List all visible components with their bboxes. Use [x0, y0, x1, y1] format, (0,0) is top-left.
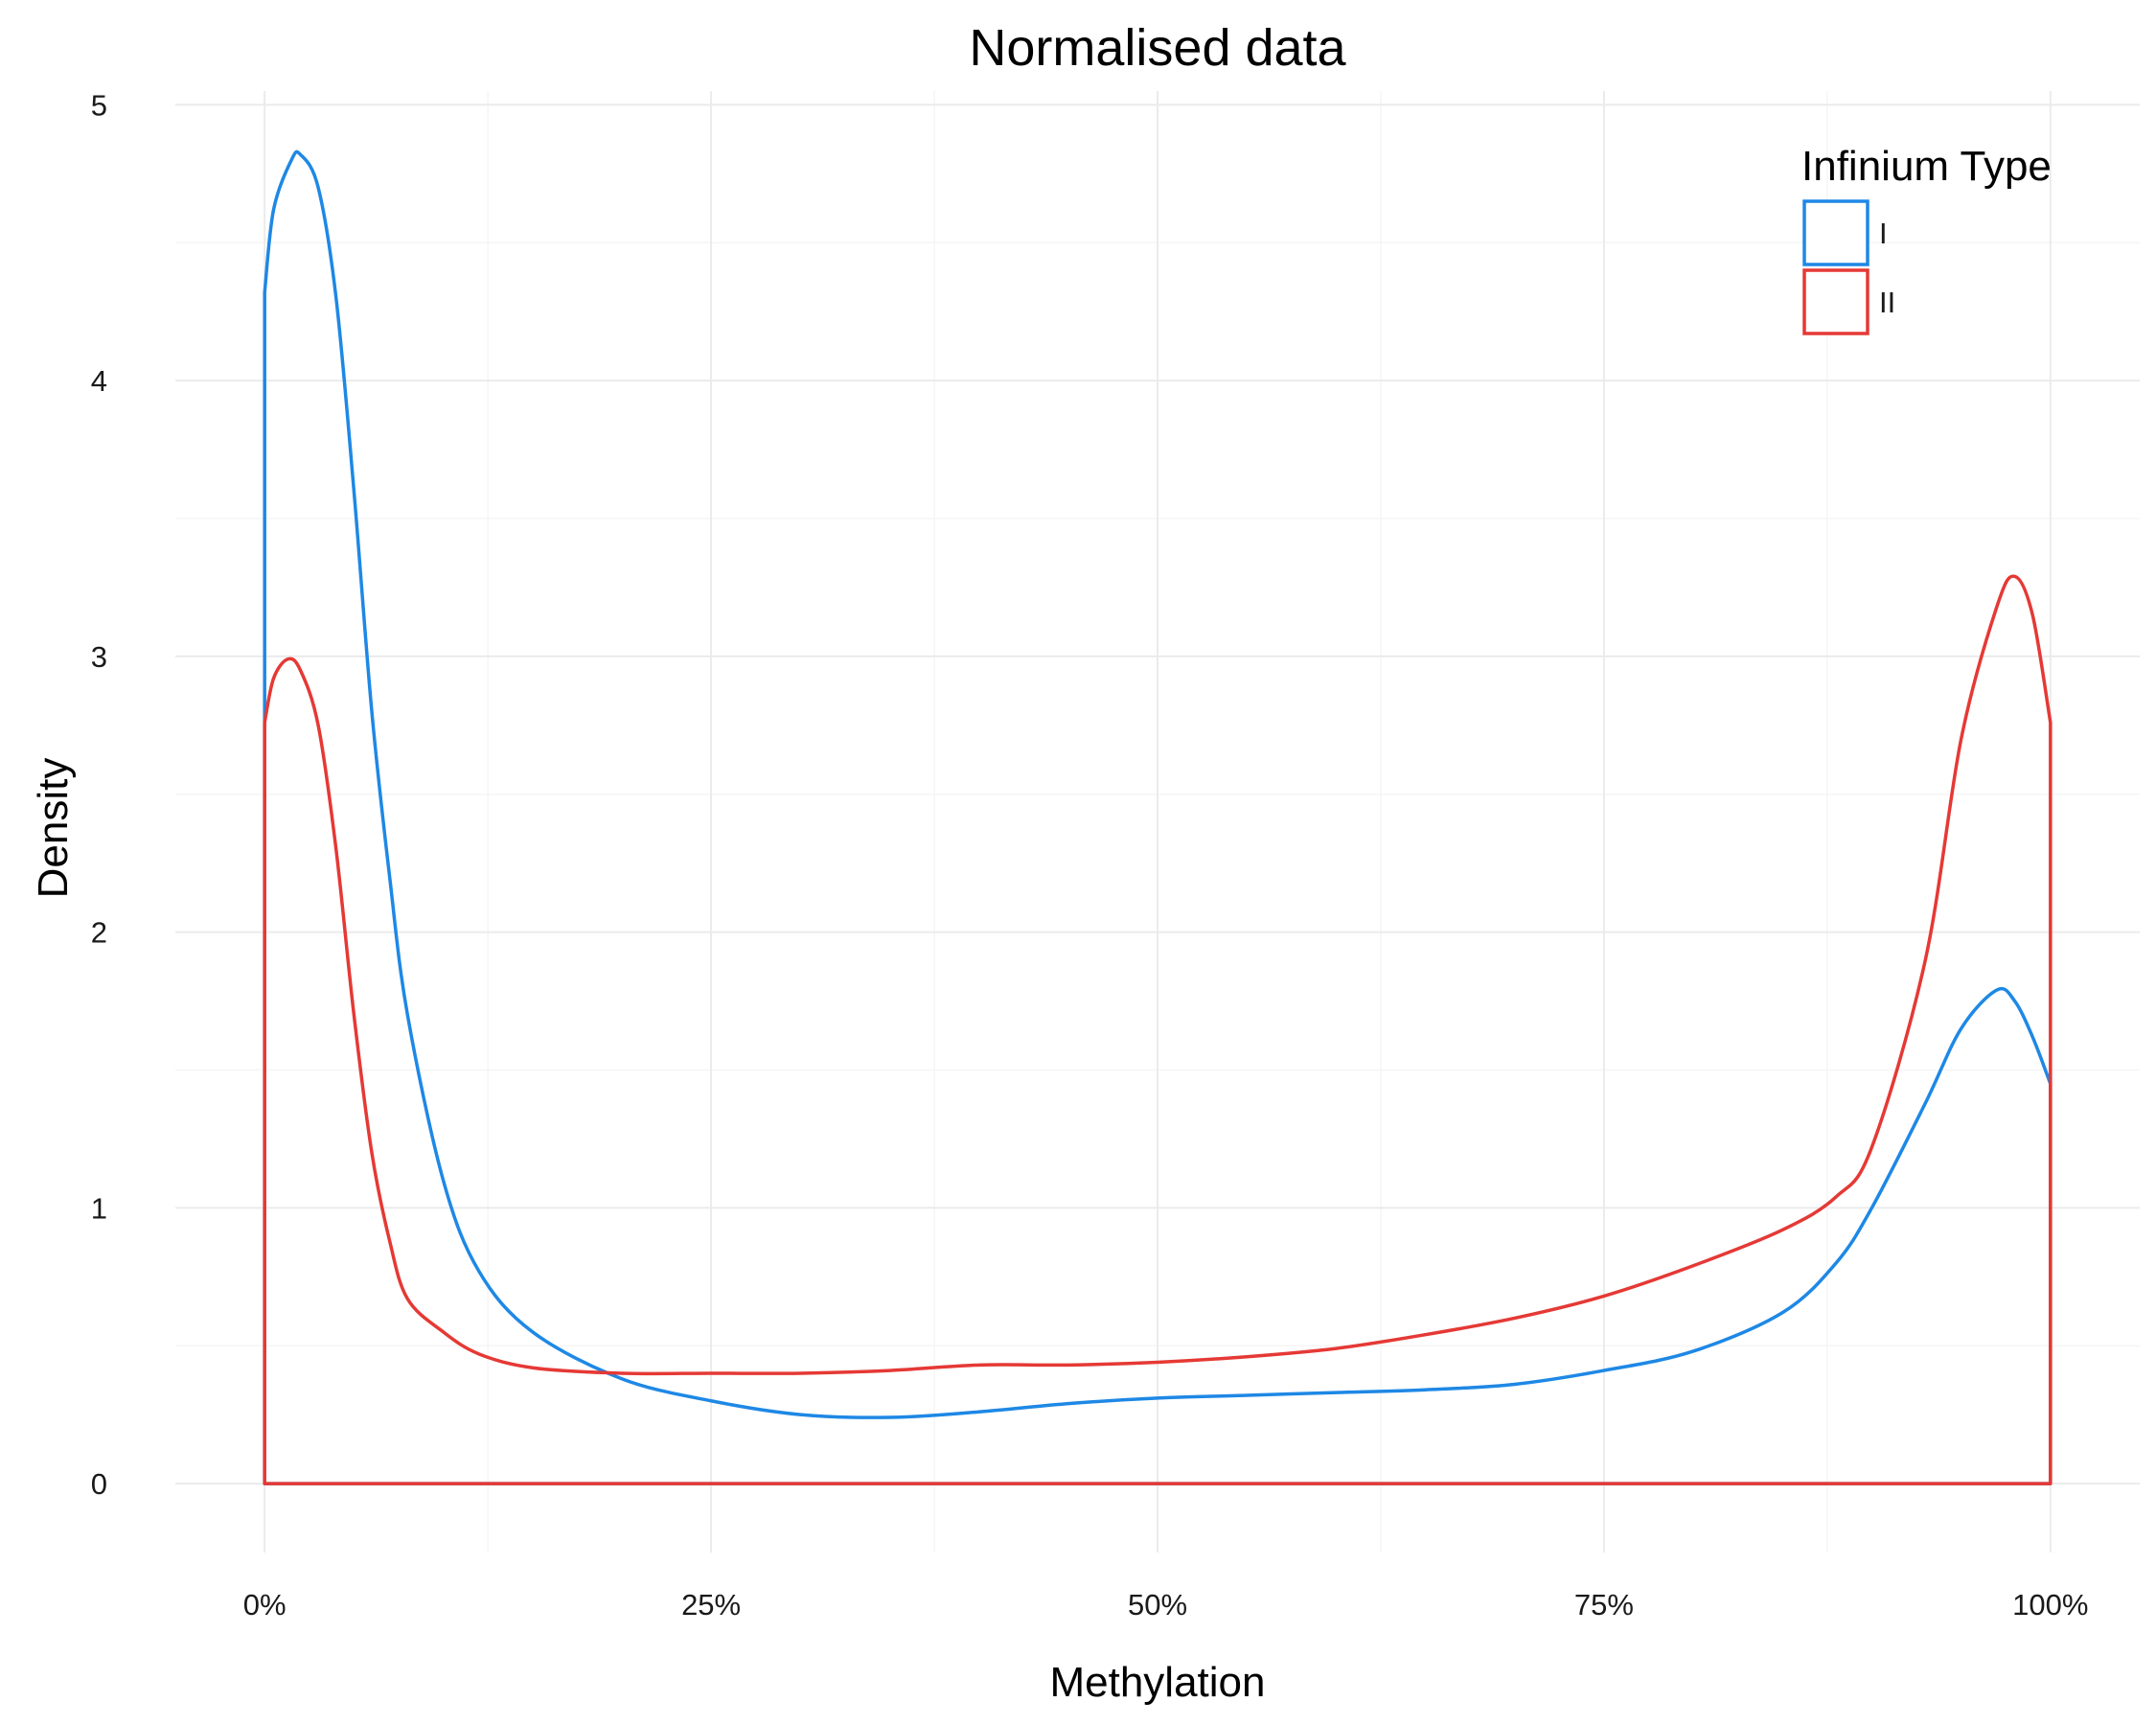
y-tick-label: 0 — [91, 1467, 107, 1501]
x-tick-labels: 0% 25% 50% 75% 100% — [243, 1588, 2089, 1622]
y-tick-label: 5 — [91, 88, 107, 122]
legend-items: III — [1802, 199, 1895, 335]
x-tick-label: 75% — [1574, 1588, 1634, 1622]
legend-label-II: II — [1879, 286, 1895, 319]
density-series-I — [263, 150, 2053, 1485]
y-tick-label: 1 — [91, 1191, 107, 1225]
series-layer — [263, 150, 2053, 1485]
x-tick-label: 0% — [243, 1588, 287, 1622]
x-tick-label: 100% — [2012, 1588, 2088, 1622]
x-tick-label: 50% — [1128, 1588, 1187, 1622]
legend-key-I — [1802, 199, 1869, 266]
density-series-II — [263, 574, 2053, 1485]
legend-key-II — [1802, 268, 1869, 335]
chart-title: Normalised data — [969, 19, 1346, 77]
y-tick-labels: 0 1 2 3 4 5 — [91, 88, 107, 1501]
y-tick-label: 2 — [91, 916, 107, 950]
y-tick-label: 3 — [91, 640, 107, 674]
legend-label-I: I — [1879, 217, 1888, 250]
legend-title: Infinium Type — [1801, 143, 2052, 190]
x-axis-title: Methylation — [1049, 1659, 1265, 1706]
y-axis-title: Density — [30, 758, 77, 899]
x-tick-label: 25% — [681, 1588, 741, 1622]
legend: Infinium Type III — [1801, 143, 2052, 335]
y-tick-label: 4 — [91, 364, 107, 398]
